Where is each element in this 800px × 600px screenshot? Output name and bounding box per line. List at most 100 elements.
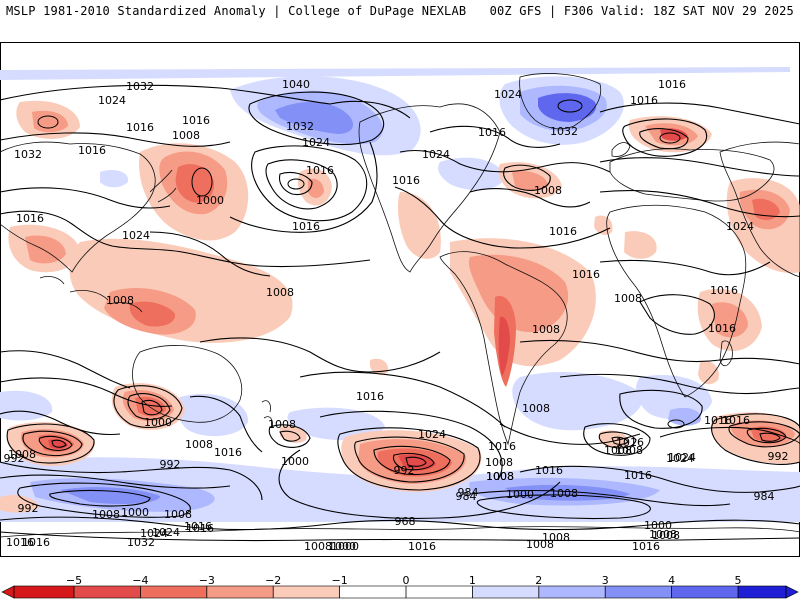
coast-indonesia: [39, 276, 143, 313]
isobar-label: 1016: [16, 212, 44, 225]
isobar-line: [0, 410, 121, 436]
isobar-line: [503, 164, 551, 191]
isobar-line: [51, 439, 67, 448]
pos-west-sub: [0, 390, 53, 421]
isobar-label: 1000: [281, 455, 309, 468]
colorbar-tick-label: 4: [668, 574, 676, 587]
isobar-label: 1008: [526, 538, 554, 551]
colorbar-min-arrow: [1, 585, 15, 599]
high-center-pacific: [287, 178, 305, 190]
isobar-line: [583, 423, 651, 456]
isobar-label: 1016: [572, 268, 600, 281]
colorbar-tick-label: −2: [265, 574, 282, 587]
pos-east-pac-sub: [287, 407, 385, 441]
isobar-line: [248, 91, 385, 145]
colorbar-segment: [538, 586, 606, 598]
isobar-label: 1016: [126, 121, 154, 134]
isobar-label: 1016: [632, 540, 660, 553]
isobar-label: 1008: [534, 184, 562, 197]
isobar-line: [659, 426, 800, 445]
isobar-label: 1016: [616, 436, 644, 449]
coast-uk: [611, 142, 631, 157]
colorbar-tick-label: 0: [402, 574, 410, 587]
isobar-label: 1000: [328, 540, 356, 553]
isobar-label: 1024: [122, 229, 150, 242]
isobar-line: [469, 188, 591, 208]
isobar-label: 1008: [268, 418, 296, 431]
isobar-label: 1032: [126, 80, 154, 93]
colorbar-tick-label: −5: [65, 574, 83, 587]
isobar-line: [599, 102, 800, 125]
isobar-line: [759, 432, 781, 442]
isobar-label: 1016: [186, 522, 214, 535]
isobar-label: 1000: [121, 506, 149, 519]
isobar-label: 1032: [127, 536, 155, 549]
isobar-label: 1024: [418, 428, 446, 441]
colorbar-tick-label: 1: [468, 574, 476, 587]
isobar-line: [0, 377, 173, 407]
isobar-label: 1024: [668, 451, 696, 464]
isobar-label: 1024: [302, 136, 330, 149]
coastlines: [0, 73, 800, 538]
isobar-label: 1024: [98, 94, 126, 107]
isobar-line: [559, 373, 800, 395]
coast-australia: [132, 345, 243, 423]
isobar-label: 1016: [292, 220, 320, 233]
isobar-line: [6, 423, 95, 464]
isobar-label: 1008: [304, 540, 332, 553]
neg-greenland-east-3: [660, 128, 688, 141]
isobar-label: 1016: [408, 540, 436, 553]
isobar-label: 968: [395, 515, 416, 528]
coast-asia: [0, 141, 156, 273]
isobar-line: [599, 157, 800, 177]
isobar-line: [278, 449, 561, 519]
low-center-west-pac: [191, 167, 213, 197]
isobar-label: 1016: [535, 464, 563, 477]
pos-indian: [635, 374, 712, 420]
isobar-label: 1008: [172, 129, 200, 142]
isobar-label: 1008: [550, 487, 578, 500]
pos-south-band-3: [60, 487, 160, 504]
isobar-label: 1024: [494, 88, 522, 101]
isobar-line: [711, 413, 800, 465]
isobar-label: 1016: [356, 390, 384, 403]
isobar-label: 1016: [22, 536, 50, 549]
isobar-line: [622, 118, 708, 157]
isobar-line: [399, 149, 611, 173]
isobar-label: 1016: [6, 536, 34, 549]
isobar-line: [0, 210, 371, 268]
neg-antarctic-w: [0, 495, 40, 513]
isobar-label: 1008: [8, 448, 36, 461]
isobar-line: [429, 125, 561, 148]
isobar-line: [337, 427, 481, 491]
colorbar-tick-label: −4: [132, 574, 149, 587]
isobar-label: 1016: [708, 322, 736, 335]
isobar-label: 1024: [422, 148, 450, 161]
isobar-label: 1008: [266, 286, 294, 299]
isobar-label: 1032: [550, 125, 578, 138]
isobar-line: [278, 171, 313, 196]
colorbar-segment: [406, 586, 473, 598]
isobar-line: [394, 186, 611, 249]
isobar-line: [22, 430, 83, 457]
isobar-label: 1008: [522, 402, 550, 415]
pos-australia: [177, 393, 249, 437]
neg-atlantic-n-2: [512, 170, 548, 191]
isobar-line: [189, 395, 263, 453]
coast-asia-east: [719, 141, 800, 278]
model-run-info: 00Z GFS | F306 Valid: 18Z SAT NOV 29 202…: [489, 4, 794, 18]
isobar-label: 1016: [182, 114, 210, 127]
isobar-label: 1008: [615, 444, 643, 457]
isobar-label: 1008: [106, 294, 134, 307]
coast-africa: [606, 204, 747, 398]
colorbar-tick-label: 2: [535, 574, 543, 587]
coast-south-america: [439, 251, 568, 446]
isobar-line: [599, 259, 771, 276]
colorbar: [1, 585, 799, 599]
isobar-line: [319, 410, 503, 481]
coast-japan: [149, 169, 177, 203]
isobar-label: 992: [394, 464, 415, 477]
pos-greenland-3: [538, 93, 597, 122]
isobar-label: 1016: [658, 78, 686, 91]
